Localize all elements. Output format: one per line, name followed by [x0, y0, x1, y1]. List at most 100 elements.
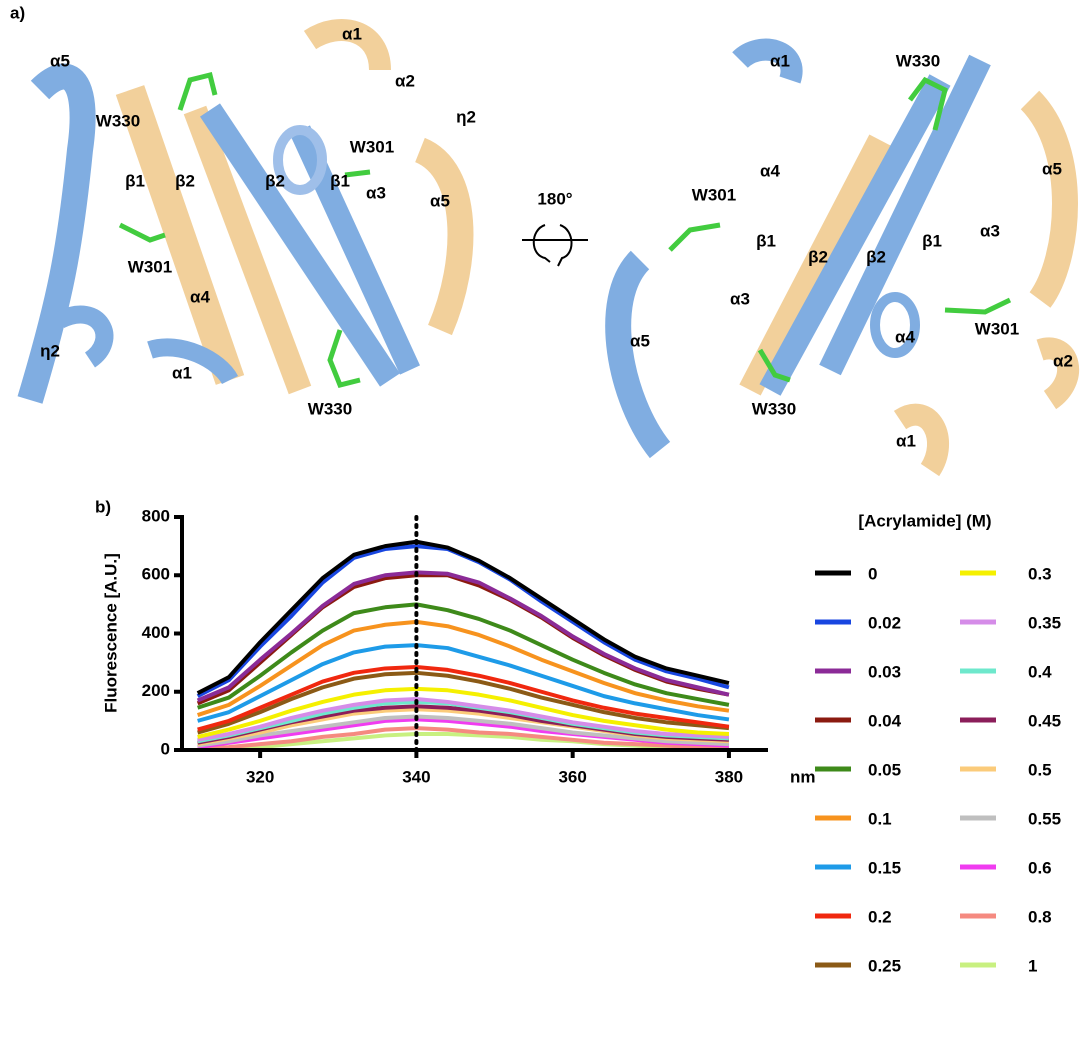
structure-label: α3: [366, 183, 386, 202]
series-line: [197, 643, 730, 723]
legend-label: 0.1: [868, 809, 892, 828]
panel-label: a): [10, 3, 25, 22]
strand: [739, 134, 891, 396]
helix: [147, 338, 239, 385]
residue: [668, 76, 948, 252]
strand: [115, 85, 245, 385]
legend-label: 0.04: [868, 711, 902, 730]
legend-label: 0.6: [1028, 858, 1052, 877]
x-tick-label: 340: [402, 767, 430, 786]
strand: [819, 54, 991, 376]
helix: [1036, 337, 1079, 410]
structure-label: α1: [896, 431, 916, 450]
structure-label: α3: [730, 289, 750, 308]
structure-label: W301: [128, 257, 172, 276]
structure-label: W301: [350, 137, 394, 156]
strand: [200, 103, 400, 387]
series-line: [197, 664, 730, 732]
structure-label: β1: [125, 171, 145, 190]
legend-label: 0: [868, 564, 877, 583]
x-tick-label: 360: [558, 767, 586, 786]
helix: [55, 305, 114, 368]
structure-right: [605, 38, 1079, 477]
structure-label: α5: [430, 191, 450, 210]
rotation-arrow: [522, 224, 588, 267]
structure-label: W330: [752, 399, 796, 418]
legend-title: [Acrylamide] (M): [858, 511, 991, 530]
y-axis-label: Fluorescence [A.U.]: [101, 553, 120, 713]
helix: [870, 292, 920, 358]
series-line: [196, 539, 730, 695]
residue: [118, 71, 218, 243]
series-line: [196, 573, 730, 706]
legend-label: 0.03: [868, 662, 901, 681]
structure-label: α5: [50, 51, 70, 70]
x-tick-label: 380: [715, 767, 743, 786]
helix: [303, 19, 391, 71]
legend-label: 0.5: [1028, 760, 1052, 779]
x-axis-label: nm: [790, 767, 816, 786]
structure-label: β2: [866, 247, 886, 266]
structure-label: α3: [980, 221, 1000, 240]
y-tick-label: 400: [142, 623, 170, 642]
series-line: [197, 714, 730, 748]
helix: [414, 137, 474, 336]
x-tick-label: 320: [246, 767, 274, 786]
structure-label: β1: [922, 231, 942, 250]
y-tick-label: 800: [142, 506, 170, 525]
helix: [893, 403, 950, 477]
structure-label: α1: [770, 51, 790, 70]
structure-label: η2: [40, 341, 60, 360]
structure-label: W330: [896, 51, 940, 70]
structure-label: W301: [975, 319, 1019, 338]
helix: [273, 125, 327, 195]
legend-label: 1: [1028, 956, 1037, 975]
legend-label: 0.15: [868, 858, 901, 877]
series-line: [197, 602, 730, 710]
structure-label: β2: [265, 171, 285, 190]
structure-label: α5: [630, 331, 650, 350]
strand: [759, 74, 951, 396]
legend-label: 0.05: [868, 760, 901, 779]
structure-label: W330: [308, 399, 352, 418]
residue: [757, 297, 1012, 383]
helix: [732, 38, 803, 84]
legend-label: 0.3: [1028, 564, 1052, 583]
rotation-label: 180°: [537, 189, 572, 208]
helix: [1020, 90, 1078, 308]
series-line: [197, 686, 730, 739]
legend-label: 0.8: [1028, 907, 1052, 926]
structure-label: α5: [1042, 159, 1062, 178]
residue: [327, 169, 371, 388]
structure-label: β2: [808, 247, 828, 266]
legend-label: 0.55: [1028, 809, 1061, 828]
legend-label: 0.02: [868, 613, 901, 632]
structure-label: η2: [456, 107, 476, 126]
structure-label: α4: [895, 327, 915, 346]
legend-label: 0.25: [868, 956, 901, 975]
structure-label: W301: [692, 185, 736, 204]
y-tick-label: 200: [142, 681, 170, 700]
legend-label: 0.35: [1028, 613, 1061, 632]
helix: [605, 250, 671, 459]
helix: [17, 63, 96, 404]
structure-label: β1: [756, 231, 776, 250]
series-line: [197, 697, 730, 742]
legend-label: 0.2: [868, 907, 892, 926]
structure-left: [17, 19, 474, 404]
structure-label: W330: [96, 111, 140, 130]
series-line: [197, 670, 730, 735]
structure-label: β2: [175, 171, 195, 190]
series-line: [196, 570, 730, 703]
structure-label: α4: [190, 287, 210, 306]
structure-label: α2: [1053, 351, 1073, 370]
series-line: [197, 726, 730, 751]
structure-label: α2: [395, 71, 415, 90]
y-tick-label: 0: [161, 739, 170, 758]
structure-label: α4: [760, 161, 780, 180]
panel-label: b): [95, 497, 111, 516]
y-tick-label: 600: [142, 565, 170, 584]
strand: [183, 105, 312, 395]
structure-label: α1: [342, 24, 362, 43]
